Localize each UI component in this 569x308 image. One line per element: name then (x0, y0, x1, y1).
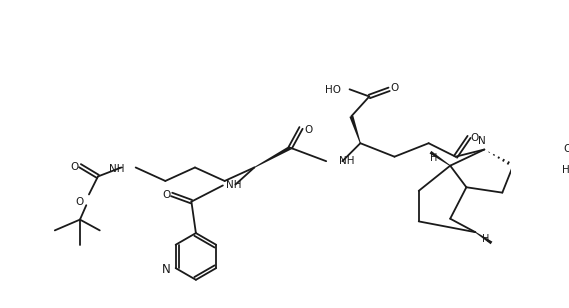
Text: HO: HO (562, 165, 569, 175)
Polygon shape (349, 116, 361, 143)
Text: NH: NH (109, 164, 125, 174)
Text: O: O (162, 190, 170, 200)
Text: NH: NH (339, 156, 354, 166)
Text: O: O (390, 83, 399, 92)
Polygon shape (254, 146, 291, 168)
Text: NH: NH (226, 180, 242, 189)
Polygon shape (430, 151, 451, 166)
Text: O: O (71, 162, 79, 172)
Polygon shape (475, 232, 492, 244)
Text: HO: HO (324, 85, 341, 95)
Text: O: O (471, 133, 479, 143)
Text: O: O (564, 144, 569, 154)
Text: O: O (304, 125, 312, 135)
Text: N: N (162, 262, 170, 276)
Text: H: H (430, 153, 438, 164)
Text: O: O (75, 197, 84, 207)
Text: N: N (478, 136, 485, 145)
Text: H: H (483, 234, 490, 244)
